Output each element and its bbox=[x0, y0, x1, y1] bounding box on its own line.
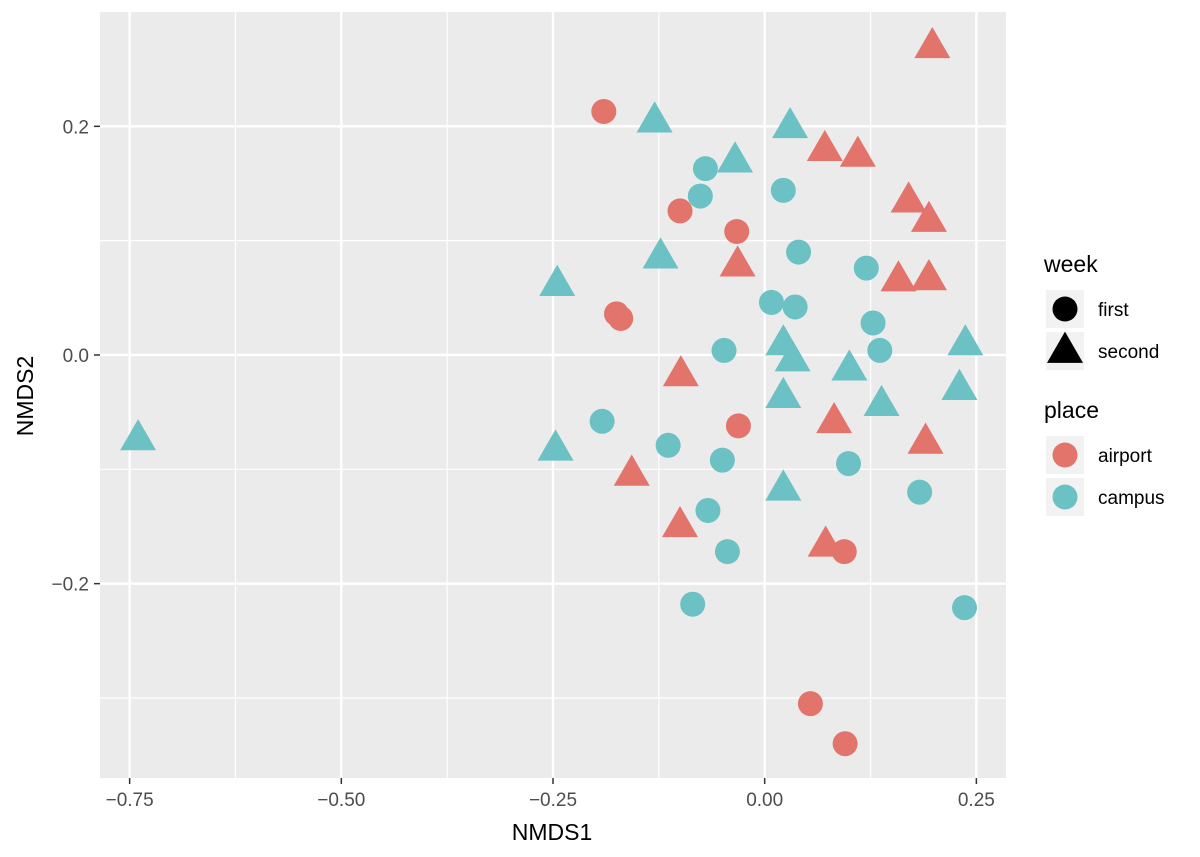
point-airport-second bbox=[816, 401, 853, 434]
point-airport-second bbox=[839, 135, 876, 167]
point-campus-first bbox=[655, 432, 681, 458]
point-airport-first bbox=[724, 219, 750, 245]
point-campus-first bbox=[853, 255, 879, 281]
legend-key-triangle bbox=[1047, 331, 1083, 363]
point-airport-first bbox=[725, 413, 751, 439]
point-campus-first bbox=[687, 183, 713, 209]
legend-label-first: first bbox=[1098, 300, 1129, 321]
major-gridlines bbox=[100, 12, 1006, 778]
legend-label-campus: campus bbox=[1098, 488, 1165, 509]
legend-title-week: week bbox=[1043, 251, 1098, 277]
legend-label-airport: airport bbox=[1098, 446, 1153, 467]
point-airport-second bbox=[914, 26, 951, 59]
x-tick-label: 0.00 bbox=[746, 790, 783, 811]
point-campus-second bbox=[537, 429, 574, 461]
point-airport-first bbox=[667, 198, 693, 224]
point-campus-first bbox=[786, 239, 812, 265]
point-campus-second bbox=[120, 419, 157, 451]
x-axis: −0.75 −0.50 −0.25 0.00 0.25 bbox=[106, 778, 995, 811]
point-airport-first bbox=[831, 539, 857, 565]
y-axis-title: NMDS2 bbox=[12, 356, 38, 437]
x-tick-label: −0.25 bbox=[529, 790, 577, 811]
y-tick-label: 0.2 bbox=[63, 117, 89, 138]
point-campus-first bbox=[782, 294, 808, 320]
point-airport-second bbox=[910, 200, 947, 232]
point-campus-first bbox=[860, 310, 886, 336]
point-campus-first bbox=[907, 479, 933, 505]
point-airport-second bbox=[880, 260, 917, 292]
x-tick-label: −0.75 bbox=[106, 790, 154, 811]
point-campus-first bbox=[952, 595, 978, 621]
point-airport-second bbox=[662, 506, 699, 538]
point-airport-second bbox=[890, 181, 927, 213]
point-airport-second bbox=[719, 245, 756, 277]
point-campus-second bbox=[941, 368, 978, 400]
point-airport-second bbox=[662, 355, 699, 387]
point-campus-second bbox=[765, 469, 802, 501]
point-campus-second bbox=[863, 384, 900, 416]
point-campus-second bbox=[717, 141, 754, 173]
data-points bbox=[120, 26, 984, 757]
point-campus-second bbox=[642, 237, 679, 269]
point-airport-second bbox=[806, 129, 843, 162]
point-campus-second bbox=[774, 340, 811, 372]
point-campus-first bbox=[714, 539, 740, 565]
point-airport-second bbox=[910, 259, 947, 291]
point-campus-first bbox=[867, 337, 893, 363]
point-campus-second bbox=[831, 349, 868, 381]
point-campus-first bbox=[589, 408, 615, 434]
point-airport-second bbox=[807, 525, 844, 557]
x-tick-label: −0.50 bbox=[317, 790, 365, 811]
y-axis: −0.2 0.0 0.2 bbox=[51, 117, 100, 596]
point-campus-second bbox=[772, 106, 809, 139]
point-campus-first bbox=[680, 591, 706, 617]
y-tick-label: −0.2 bbox=[51, 575, 89, 596]
x-axis-title: NMDS1 bbox=[512, 819, 593, 845]
point-campus-second bbox=[636, 101, 673, 133]
point-airport-second bbox=[613, 454, 650, 486]
point-campus-second bbox=[765, 376, 802, 408]
point-airport-second bbox=[907, 422, 944, 454]
point-airport-first bbox=[608, 305, 634, 331]
point-campus-second bbox=[539, 264, 576, 296]
legend: week first second place airport campus bbox=[1043, 251, 1165, 516]
point-airport-first bbox=[832, 731, 858, 757]
legend-key-circle bbox=[1052, 296, 1078, 322]
point-campus-first bbox=[770, 177, 796, 203]
point-campus-first bbox=[836, 451, 862, 477]
point-airport-first bbox=[591, 98, 617, 124]
y-tick-label: 0.0 bbox=[63, 346, 89, 367]
legend-key-campus bbox=[1052, 484, 1078, 510]
point-campus-first bbox=[709, 447, 735, 473]
point-campus-first bbox=[692, 156, 718, 182]
point-campus-first bbox=[758, 289, 784, 315]
legend-key-airport bbox=[1052, 442, 1078, 468]
legend-label-second: second bbox=[1098, 342, 1159, 363]
legend-title-place: place bbox=[1044, 397, 1099, 423]
point-campus-second bbox=[947, 324, 984, 356]
x-tick-label: 0.25 bbox=[958, 790, 995, 811]
point-campus-first bbox=[711, 337, 737, 363]
point-campus-first bbox=[695, 497, 721, 523]
point-airport-first bbox=[797, 691, 823, 717]
